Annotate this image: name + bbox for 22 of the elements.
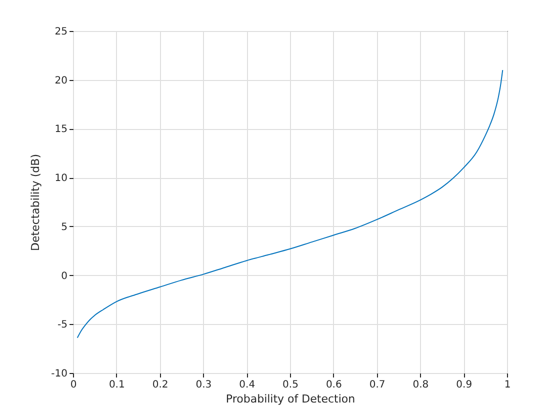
y-axis-title: Detectability (dB) [29, 154, 42, 252]
y-tick-label: 25 [54, 26, 68, 38]
x-tick-label: 0.6 [326, 380, 342, 390]
x-tick-label: 0.7 [369, 380, 386, 390]
x-axis-title: Probability of Detection [226, 392, 356, 406]
y-tick-label: 5 [61, 222, 68, 233]
y-tick-label: 0 [61, 270, 68, 282]
x-tick-label: 1 [504, 380, 511, 390]
y-tick-label: 15 [54, 124, 68, 136]
x-tick-label: 0.2 [152, 380, 168, 390]
line-series [76, 70, 504, 338]
x-tick-label: 0 [70, 380, 77, 390]
y-tick-label: -10 [51, 368, 68, 380]
x-tick-label: 0.1 [108, 380, 125, 390]
y-tick-label: -5 [58, 320, 68, 331]
x-tick-label: 0.5 [282, 380, 298, 390]
x-tick-label: 0.4 [239, 380, 256, 390]
x-tick-label: 0.8 [412, 380, 429, 390]
y-tick-label: 10 [54, 173, 68, 184]
x-tick-label: 0.3 [196, 380, 212, 390]
y-tick-label: 20 [54, 75, 68, 86]
x-tick-label: 0.9 [456, 380, 472, 390]
